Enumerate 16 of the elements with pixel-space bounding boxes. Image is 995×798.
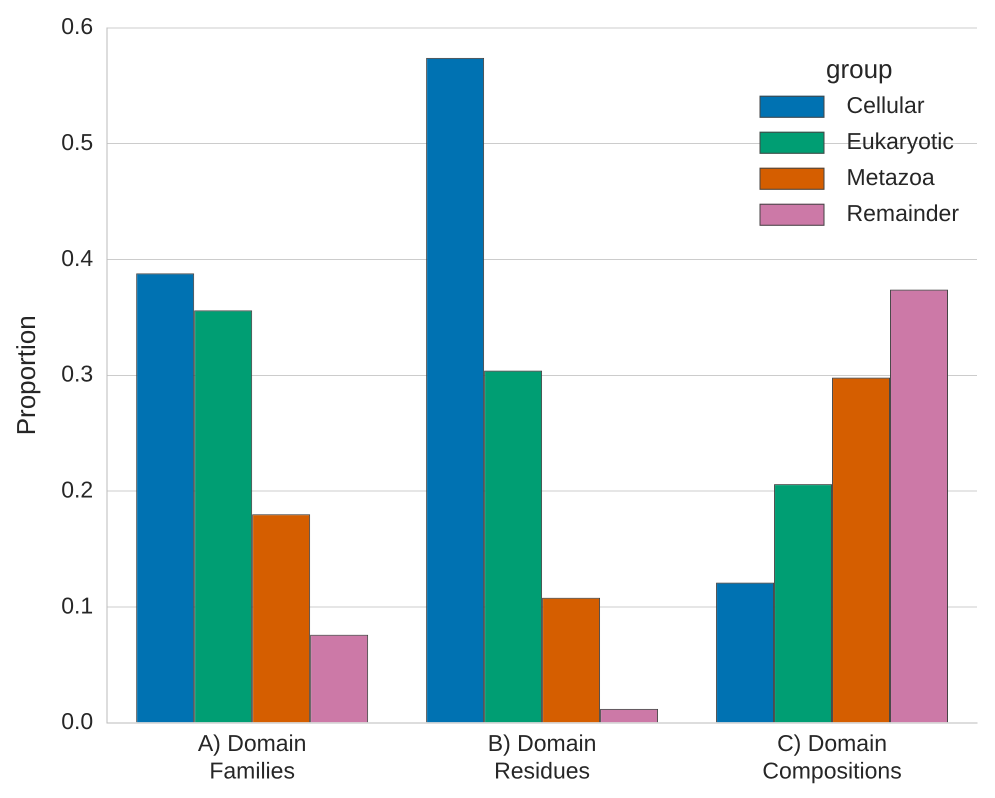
x-tick-label: B) Domain Residues <box>488 730 596 784</box>
y-tick-label: 0.4 <box>61 244 94 271</box>
legend-label: Remainder <box>846 200 960 226</box>
y-tick-label: 0.5 <box>61 128 94 155</box>
y-tick-label: 0.6 <box>61 13 94 40</box>
y-axis-title: Proportion <box>10 315 41 436</box>
legend-label: Cellular <box>846 92 925 118</box>
y-tick-label: 0.3 <box>61 360 94 387</box>
legend-label: Eukaryotic <box>846 128 954 154</box>
legend-title: group <box>826 54 892 84</box>
x-tick-label: C) Domain Compositions <box>762 730 902 784</box>
x-tick-label: A) Domain Families <box>198 730 306 784</box>
y-tick-label: 0.1 <box>61 592 94 618</box>
y-tick-label: 0.2 <box>61 476 94 502</box>
legend-label: Metazoa <box>846 164 935 190</box>
y-tick-label: 0.0 <box>61 708 94 734</box>
